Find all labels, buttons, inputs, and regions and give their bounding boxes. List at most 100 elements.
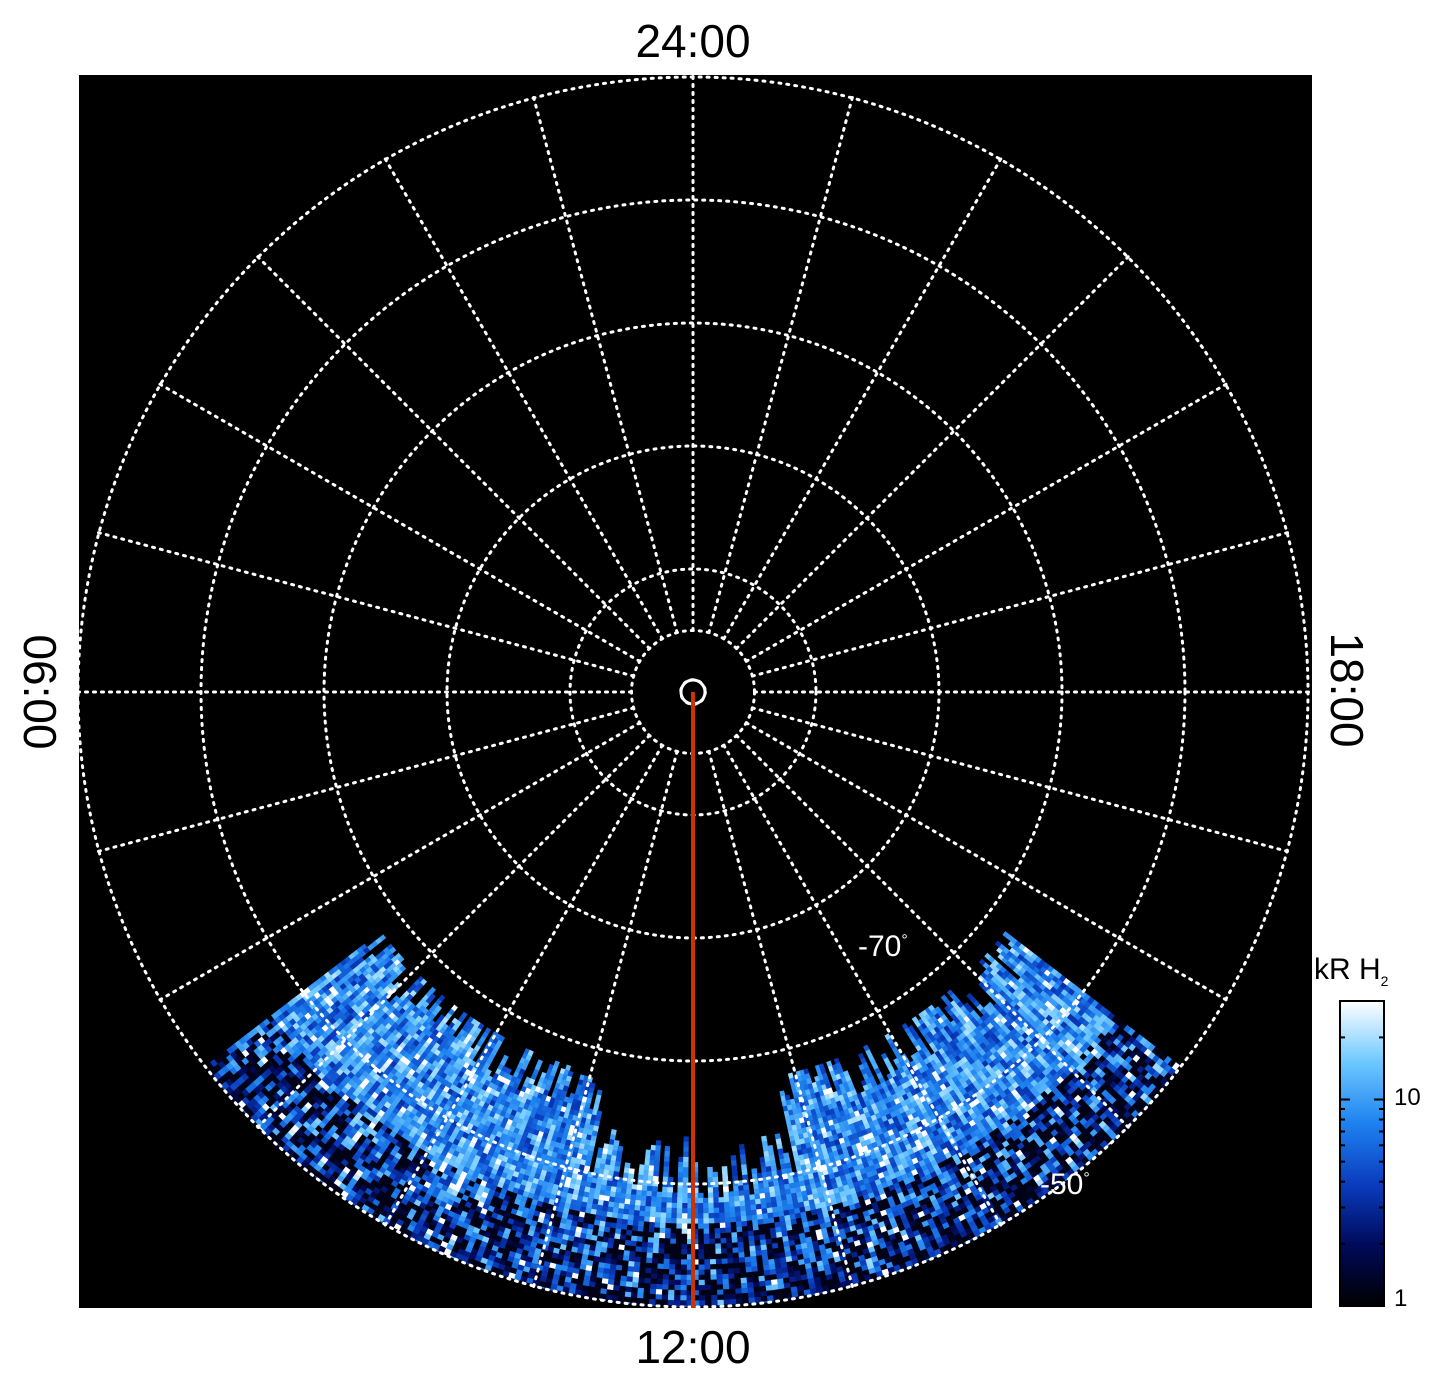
emission-cell <box>648 1298 657 1306</box>
emission-cell <box>731 1170 738 1177</box>
emission-cell <box>713 1192 720 1199</box>
emission-cell <box>658 1248 665 1255</box>
emission-cell <box>657 1258 665 1265</box>
emission-cell <box>756 1213 764 1221</box>
emission-cell <box>634 1204 641 1212</box>
emission-cell <box>698 1264 706 1271</box>
emission-cell <box>749 1194 756 1201</box>
emission-cell <box>743 1246 751 1253</box>
emission-cell <box>723 1201 731 1208</box>
emission-cell <box>635 1194 642 1202</box>
emission-cell <box>740 1210 747 1217</box>
emission-cell <box>682 1208 689 1214</box>
emission-cell <box>730 1221 738 1229</box>
emission-cell <box>649 1155 656 1162</box>
emission-cell <box>740 1159 747 1166</box>
emission-cell <box>656 1283 664 1291</box>
emission-cell <box>742 1236 750 1243</box>
emission-cell <box>752 1281 761 1288</box>
emission-cell <box>663 1166 670 1173</box>
emission-cell <box>640 1251 648 1259</box>
emission-cell <box>651 1191 658 1198</box>
emission-cell <box>723 1196 730 1203</box>
emission-cell <box>750 1255 758 1263</box>
emission-cell <box>698 1274 706 1281</box>
emission-cell <box>683 1136 689 1143</box>
emission-cell <box>638 1277 646 1284</box>
emission-cell <box>664 1238 672 1245</box>
emission-cell <box>648 1165 655 1172</box>
emission-cell <box>670 1238 677 1245</box>
emission-cell <box>753 1286 761 1293</box>
emission-cell <box>629 1250 637 1258</box>
emission-cell <box>682 1197 689 1204</box>
emission-cell <box>725 1222 732 1229</box>
emission-cell <box>707 1177 714 1184</box>
emission-cell <box>710 1279 718 1286</box>
emission-cell <box>629 1245 637 1253</box>
emission-cell <box>740 1215 748 1223</box>
emission-cell <box>704 1259 711 1266</box>
emission-cell <box>698 1254 705 1260</box>
emission-cell <box>655 1206 662 1214</box>
emission-cell <box>670 1233 677 1240</box>
emission-cell <box>730 1155 737 1162</box>
emission-cell <box>708 1207 715 1214</box>
emission-cell <box>709 1253 717 1260</box>
emission-cell <box>722 1176 729 1183</box>
emission-cell <box>671 1207 678 1214</box>
emission-cell <box>708 1202 715 1209</box>
emission-cell <box>744 1194 751 1202</box>
emission-cell <box>656 1191 663 1198</box>
emission-cell <box>738 1195 746 1202</box>
emission-cell <box>655 1201 663 1208</box>
emission-cell <box>709 1228 716 1235</box>
emission-cell <box>730 1160 737 1167</box>
emission-cell <box>643 1164 650 1172</box>
emission-cell <box>746 1281 755 1289</box>
emission-cell <box>738 1251 746 1259</box>
emission-cell <box>740 1272 748 1279</box>
emission-cell <box>681 1213 689 1220</box>
emission-cell <box>638 1272 646 1279</box>
emission-cell <box>646 1247 654 1254</box>
emission-cell <box>709 1238 716 1245</box>
emission-cell <box>680 1279 688 1286</box>
emission-cell <box>721 1253 729 1260</box>
emission-cell <box>625 1188 633 1195</box>
emission-cell <box>720 1237 728 1245</box>
emission-cell <box>698 1249 705 1255</box>
emission-cell <box>643 1226 650 1233</box>
emission-cell <box>644 1272 652 1280</box>
emission-cell <box>698 1223 705 1230</box>
emission-cell <box>680 1259 688 1266</box>
emission-cell <box>710 1274 718 1281</box>
emission-cell <box>630 1189 638 1196</box>
emission-cell <box>746 1220 754 1227</box>
emission-cell <box>632 1271 640 1279</box>
emission-cell <box>743 1184 750 1191</box>
emission-cell <box>722 1273 730 1280</box>
emission-cell <box>704 1254 711 1261</box>
emission-cell <box>661 1294 669 1301</box>
emission-cell <box>645 1195 653 1203</box>
emission-cell <box>635 1246 643 1253</box>
emission-cell <box>739 1262 747 1269</box>
emission-cell <box>731 1242 739 1249</box>
emission-cell <box>638 1220 645 1228</box>
emission-cell <box>698 1300 706 1307</box>
emission-cell <box>669 1248 677 1255</box>
emission-cell <box>707 1192 714 1199</box>
emission-cell <box>698 1238 705 1245</box>
emission-cell <box>732 1247 740 1254</box>
emission-cell <box>651 1196 658 1203</box>
emission-cell <box>704 1248 711 1255</box>
emission-cell <box>739 1205 747 1212</box>
emission-cell <box>654 1150 661 1157</box>
emission-cell <box>662 1171 669 1178</box>
emission-cell <box>723 1294 731 1301</box>
emission-cell <box>750 1260 758 1268</box>
emission-cell <box>715 1248 722 1255</box>
emission-cell <box>708 1197 715 1204</box>
emission-cell <box>681 1238 688 1245</box>
